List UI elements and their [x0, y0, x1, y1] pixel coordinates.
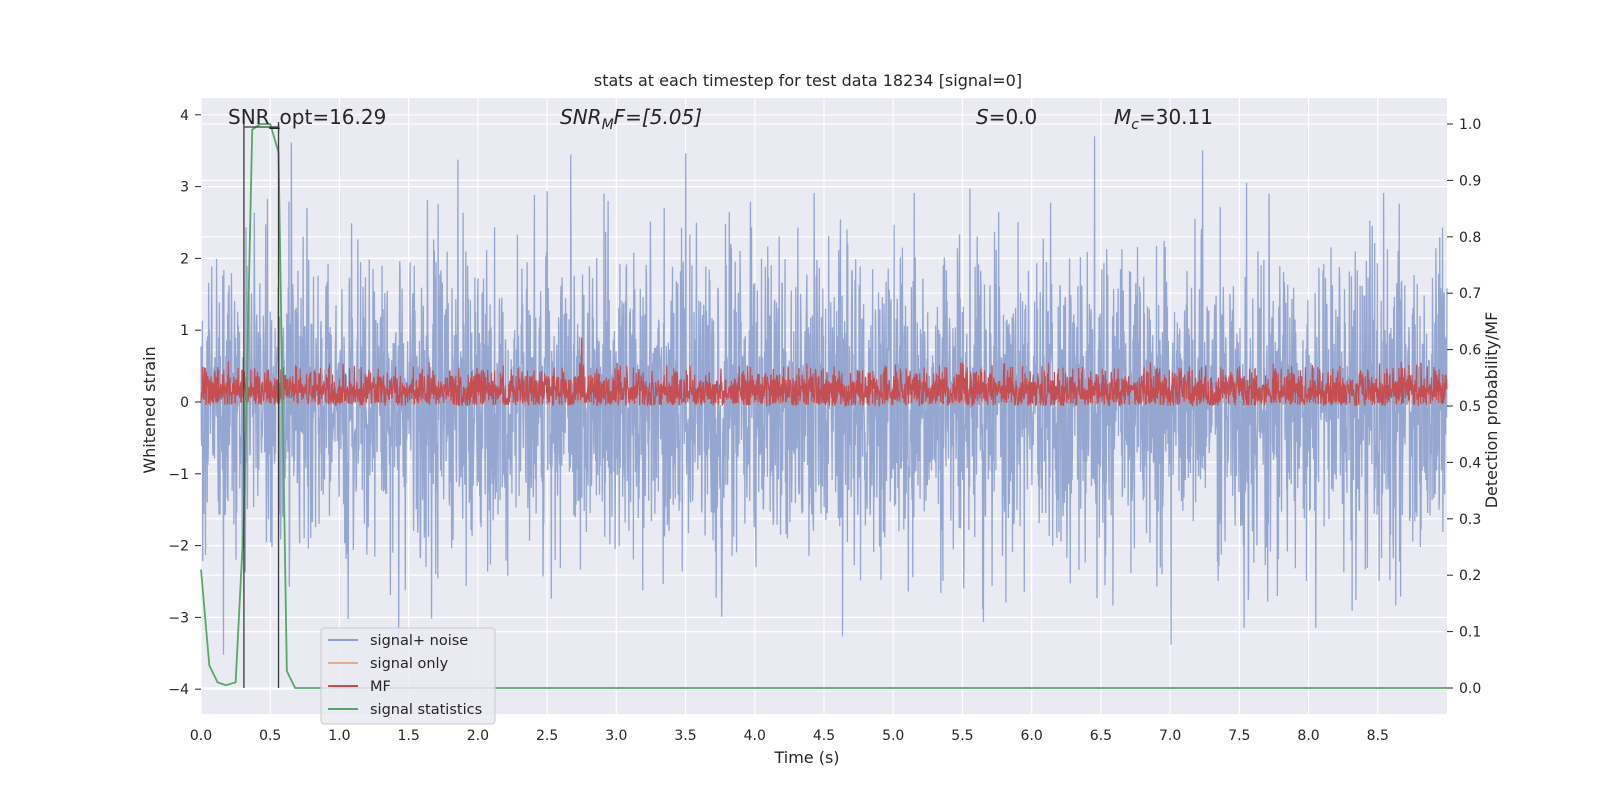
- x-tick-label: 1.0: [328, 728, 350, 744]
- window-bracket: [243, 122, 280, 132]
- annotation-s: S=0.0: [976, 105, 1037, 129]
- x-axis-label: Time (s): [773, 748, 839, 767]
- y-right-tick-label: 0.1: [1459, 625, 1481, 641]
- y-tick-label: −3: [168, 610, 189, 626]
- y-tick-label: −2: [168, 539, 189, 555]
- y-right-tick-label: 0.0: [1459, 681, 1481, 697]
- y-tick-label: 0: [180, 395, 189, 411]
- annotation-mc-base: M: [1114, 105, 1131, 129]
- y-right-tick-label: 1.0: [1459, 117, 1481, 133]
- annotation-mc-value: =30.11: [1139, 105, 1213, 129]
- legend: signal+ noise signal only MF signal stat…: [320, 627, 496, 725]
- annotation-s-label: S: [976, 105, 989, 129]
- x-tick-label: 1.5: [398, 728, 420, 744]
- y-right-tick-label: 0.8: [1459, 230, 1481, 246]
- y-tick-label: −4: [168, 682, 189, 698]
- legend-label-signal-statistics: signal statistics: [370, 702, 482, 718]
- annotation-snr-mf-sub: M: [602, 117, 614, 133]
- chart-title: stats at each timestep for test data 182…: [594, 71, 1022, 90]
- series-mf-line: [200, 337, 1448, 408]
- x-tick-label: 7.0: [1159, 728, 1181, 744]
- legend-label-mf: MF: [370, 679, 391, 695]
- x-tick-label: 4.5: [813, 728, 835, 744]
- x-tick-label: 7.5: [1228, 728, 1250, 744]
- y-axis-label: Whitened strain: [140, 346, 159, 473]
- y-tick-label: 4: [180, 108, 189, 124]
- window-markers: [243, 122, 280, 688]
- x-tick-label: 3.0: [605, 728, 627, 744]
- x-tick-label: 3.5: [674, 728, 696, 744]
- annotation-snr-mf: SNRMF=[5.05]: [560, 105, 702, 133]
- annotation-mc: Mc=30.11: [1114, 105, 1213, 133]
- y-right-tick-label: 0.9: [1459, 173, 1481, 189]
- x-tick-label: 5.5: [951, 728, 973, 744]
- legend-box: [320, 627, 496, 725]
- x-tick-label: 0.0: [190, 728, 212, 744]
- series-signal-statistics-line: [200, 123, 1447, 689]
- x-tick-label: 6.5: [1090, 728, 1112, 744]
- axes: 0.0 0.5 1.0 1.5 2.0 2.5 3.0 3.5 4.0 4.5 5.0 5.5 6.0 6…: [168, 108, 1481, 744]
- x-tick-label: 2.0: [467, 728, 489, 744]
- x-tick-label: 2.5: [536, 728, 558, 744]
- y-right-tick-label: 0.3: [1459, 512, 1481, 528]
- y-right-tick-label: 0.4: [1459, 455, 1481, 471]
- legend-label-signal-only: signal only: [370, 656, 449, 672]
- series-mf: [200, 337, 1448, 408]
- y-tick-label: −1: [168, 467, 189, 483]
- y-right-tick-label: 0.6: [1459, 343, 1481, 359]
- annotation-snr-mf-rest: F=[5.05]: [614, 105, 702, 129]
- x-tick-label: 4.0: [744, 728, 766, 744]
- x-tick-label: 5.0: [882, 728, 904, 744]
- y-axis-label-right: Detection probability/MF: [1482, 312, 1501, 509]
- annotation-mc-sub: c: [1131, 117, 1139, 133]
- x-tick-label: 8.5: [1367, 728, 1389, 744]
- annotation-snr-opt: SNR_opt=16.29: [228, 105, 386, 129]
- legend-label-signal-noise: signal+ noise: [370, 633, 468, 649]
- y-tick-label: 3: [180, 180, 189, 196]
- y-right-tick-label: 0.7: [1459, 286, 1481, 302]
- y-tick-label: 2: [180, 251, 189, 267]
- annotation-s-value: =0.0: [989, 105, 1038, 129]
- annotation-snr-mf-base: SNR: [560, 105, 602, 129]
- x-tick-label: 8.0: [1297, 728, 1319, 744]
- x-tick-label: 6.0: [1021, 728, 1043, 744]
- x-tick-label: 0.5: [259, 728, 281, 744]
- y-right-tick-label: 0.2: [1459, 568, 1481, 584]
- y-tick-label: 1: [180, 323, 189, 339]
- y-right-tick-label: 0.5: [1459, 399, 1481, 415]
